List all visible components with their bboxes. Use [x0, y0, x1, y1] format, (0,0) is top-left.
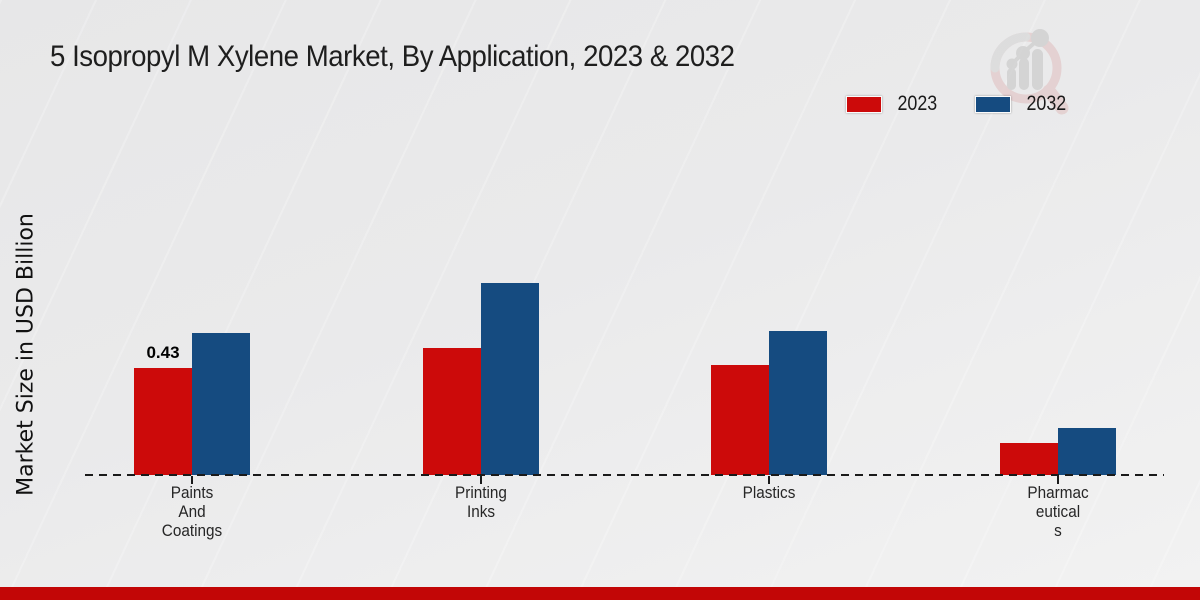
legend-swatch-2032: [974, 95, 1011, 113]
legend-label-2032: 2032: [1026, 92, 1066, 115]
x-axis-tick: [191, 476, 193, 484]
x-axis-tick: [480, 476, 482, 484]
x-axis-line: [85, 474, 1164, 476]
y-axis-title: Market Size in USD Billion: [13, 213, 39, 496]
legend-item-2023[interactable]: 2023: [846, 92, 941, 116]
legend: 2023 2032: [846, 92, 1069, 116]
category-label-paints-and-coatings: Paints And Coatings: [161, 483, 223, 540]
bar-2032-pharmaceuticals[interactable]: [1058, 428, 1116, 475]
bar-2032-plastics[interactable]: [769, 331, 827, 475]
legend-swatch-2023: [846, 95, 882, 113]
footer-accent-bar: [0, 587, 1200, 600]
category-label-printing-inks: Printing Inks: [455, 483, 507, 521]
x-axis-tick: [1057, 476, 1059, 484]
category-label-pharmaceuticals: Pharmac eutical s: [1027, 483, 1089, 540]
chart-title: 5 Isopropyl M Xylene Market, By Applicat…: [50, 40, 735, 73]
category-label-plastics: Plastics: [742, 483, 796, 502]
bar-2023-pharmaceuticals[interactable]: [1000, 443, 1058, 475]
bar-2023-plastics[interactable]: [711, 365, 769, 475]
x-axis-tick: [768, 476, 770, 484]
bar-value-label: 0.43: [146, 343, 180, 362]
bar-2032-paints-and-coatings[interactable]: [192, 333, 250, 475]
plot-area: Paints And Coatings Printing Inks Plastics Pha…: [85, 215, 1164, 540]
legend-label-2023: 2023: [897, 92, 938, 115]
legend-item-2032[interactable]: 2032: [974, 92, 1070, 116]
magnifier-bar-chart-logo-icon: [968, 16, 1084, 139]
bar-2023-printing-inks[interactable]: [423, 348, 481, 475]
bar-2032-printing-inks[interactable]: [481, 283, 539, 475]
bar-2023-paints-and-coatings[interactable]: [134, 368, 192, 475]
